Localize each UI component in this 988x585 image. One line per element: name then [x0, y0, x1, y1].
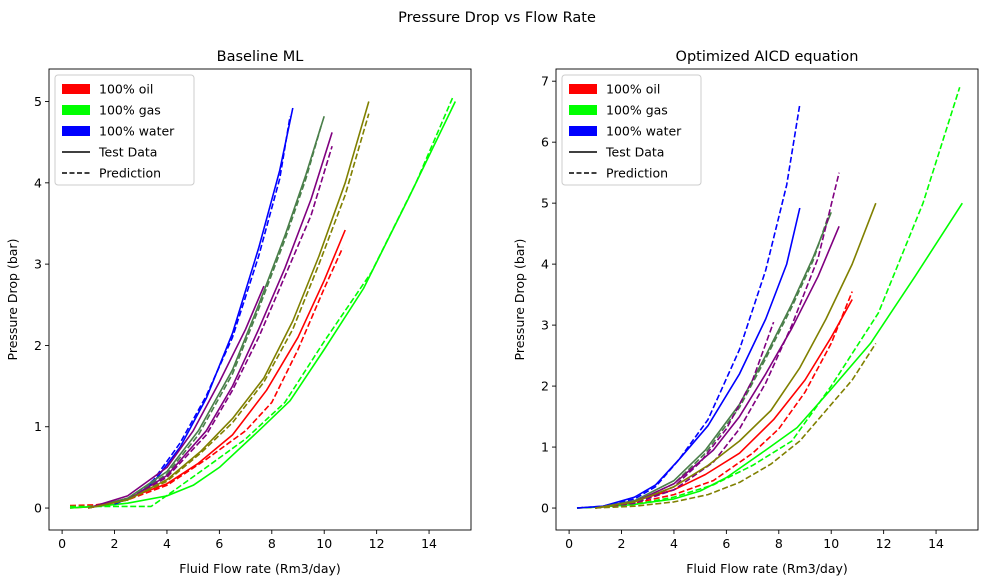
x-tick-label: 12 — [876, 536, 892, 551]
y-tick-label: 3 — [34, 257, 42, 272]
legend-label: 100% gas — [99, 103, 161, 118]
series-line-11-test — [595, 202, 877, 509]
x-tick-label: 14 — [421, 536, 437, 551]
series-line-1-prediction — [576, 291, 853, 509]
series-line-9-test — [88, 132, 333, 509]
x-tick-label: 12 — [369, 536, 385, 551]
y-tick-label: 5 — [34, 94, 42, 109]
series-line-3-prediction — [70, 97, 454, 508]
legend-label: 100% water — [606, 124, 682, 139]
legend-frame — [561, 74, 702, 186]
y-tick-label: 4 — [541, 257, 549, 272]
y-tick-label: 1 — [34, 419, 42, 434]
y-tick-label: 6 — [541, 135, 549, 150]
series-line-12-prediction — [88, 113, 370, 509]
x-axis-label: Fluid Flow rate (Rm3/day) — [686, 561, 848, 576]
x-tick-label: 6 — [722, 536, 730, 551]
y-axis-label: Pressure Drop (bar) — [5, 239, 20, 361]
legend-label: Test Data — [605, 145, 664, 160]
x-tick-label: 4 — [670, 536, 678, 551]
series-line-8-test — [595, 225, 840, 509]
legend-label: Prediction — [99, 166, 161, 181]
legend-label: 100% oil — [99, 82, 153, 97]
legend: 100% oil 100% gas 100% water Test Data Predi… — [54, 74, 195, 186]
series-line-5-prediction — [576, 104, 801, 509]
legend-swatch — [62, 84, 90, 94]
chart-title: Baseline ML — [217, 49, 304, 65]
y-tick-label: 3 — [541, 318, 549, 333]
series-line-10-prediction — [595, 321, 775, 509]
legend-swatch — [62, 126, 90, 136]
legend-swatch — [569, 105, 597, 115]
legend-label: Test Data — [98, 145, 157, 160]
legend-swatch — [62, 105, 90, 115]
x-tick-label: 8 — [268, 536, 276, 551]
legend-label: 100% oil — [606, 82, 660, 97]
series-line-6-test — [595, 212, 832, 509]
legend-label: 100% gas — [606, 103, 668, 118]
series-group — [576, 87, 963, 509]
series-line-4-test — [576, 207, 801, 509]
series-line-7-prediction — [595, 215, 830, 509]
x-tick-label: 0 — [58, 536, 66, 551]
x-axis-label: Fluid Flow rate (Rm3/day) — [179, 561, 341, 576]
y-tick-label: 5 — [541, 196, 549, 211]
axes-frame — [555, 68, 979, 531]
x-tick-label: 4 — [163, 536, 171, 551]
x-tick-label: 0 — [565, 536, 573, 551]
series-line-9-prediction — [595, 172, 840, 509]
figure-suptitle: Pressure Drop vs Flow Rate — [398, 10, 596, 26]
y-tick-label: 1 — [541, 440, 549, 455]
legend-frame — [54, 74, 195, 186]
x-tick-label: 2 — [618, 536, 626, 551]
series-group — [69, 97, 457, 509]
legend-label: 100% water — [99, 124, 175, 139]
y-tick-label: 2 — [541, 379, 549, 394]
x-tick-label: 2 — [111, 536, 119, 551]
chart-title: Optimized AICD equation — [676, 49, 859, 65]
x-tick-label: 10 — [823, 536, 839, 551]
x-tick-label: 14 — [928, 536, 944, 551]
y-tick-label: 0 — [541, 501, 549, 516]
legend-swatch — [569, 84, 597, 94]
axes-frame — [48, 68, 472, 531]
y-tick-label: 2 — [34, 338, 42, 353]
series-line-12-prediction — [595, 342, 877, 509]
x-tick-label: 8 — [775, 536, 783, 551]
legend-label: Prediction — [606, 166, 668, 181]
x-tick-label: 6 — [215, 536, 223, 551]
series-line-6-test — [88, 115, 325, 509]
y-tick-label: 7 — [541, 74, 549, 89]
y-tick-label: 4 — [34, 175, 42, 190]
legend-swatch — [569, 126, 597, 136]
series-line-8-test — [88, 285, 265, 509]
legend: 100% oil 100% gas 100% water Test Data Predi… — [561, 74, 702, 186]
y-tick-label: 0 — [34, 501, 42, 516]
y-axis-label: Pressure Drop (bar) — [512, 239, 527, 361]
x-tick-label: 10 — [316, 536, 332, 551]
